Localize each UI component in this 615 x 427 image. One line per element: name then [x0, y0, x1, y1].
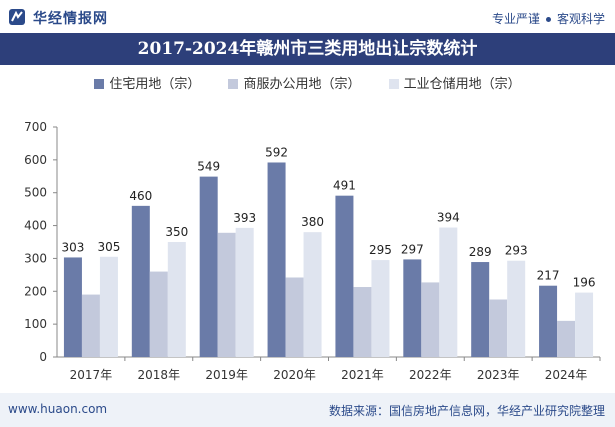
data-label: 196 [573, 276, 596, 290]
data-label: 295 [369, 243, 392, 257]
data-label: 394 [437, 211, 460, 225]
bar-industrial [235, 227, 254, 357]
bar-residential [267, 162, 286, 357]
bar-industrial [371, 260, 390, 357]
bar-industrial [99, 256, 118, 357]
y-tick-label: 600 [24, 153, 47, 167]
data-label: 491 [333, 179, 356, 193]
bar-industrial [167, 242, 186, 357]
x-tick-label: 2024年 [545, 368, 588, 382]
footer: www.huaon.com 数据来源：国信房地产信息网，华经产业研究院整理 [0, 393, 615, 427]
data-label: 289 [469, 245, 492, 259]
bar-industrial [507, 260, 526, 357]
bar-commercial [489, 299, 508, 357]
bar-commercial [285, 277, 304, 357]
x-tick-label: 2020年 [273, 368, 316, 382]
bar-commercial [421, 282, 440, 357]
y-tick-label: 100 [24, 317, 47, 331]
y-tick-label: 300 [24, 251, 47, 265]
data-label: 393 [233, 211, 256, 225]
tagline-right: 客观科学 [556, 12, 605, 26]
bar-chart: 0 100 200 300 400 500 600 700 303 305 2017年 460 350 2… [24, 120, 601, 382]
data-label: 350 [165, 225, 188, 239]
y-tick-label: 0 [39, 350, 47, 364]
y-tick-label: 700 [24, 120, 47, 134]
brand-logo-icon [9, 9, 25, 25]
tagline-dot-icon [545, 17, 551, 22]
title-bar: 2017-2024年赣州市三类用地出让宗数统计 [0, 33, 615, 65]
tagline: 专业严谨 客观科学 [492, 10, 605, 27]
legend-label-industrial: 工业仓储用地（宗） [403, 77, 521, 92]
y-tick-label: 200 [24, 284, 47, 298]
chart-legend: 住宅用地（宗） 商服办公用地（宗） 工业仓储用地（宗） [0, 73, 615, 92]
data-label: 293 [505, 244, 528, 258]
data-label: 592 [265, 145, 288, 159]
bar-residential [471, 262, 490, 357]
bar-commercial [81, 294, 100, 357]
bar-commercial [149, 271, 168, 357]
bar-residential [539, 285, 558, 357]
bar-commercial [353, 287, 372, 357]
chart-title: 2017-2024年赣州市三类用地出让宗数统计 [137, 39, 478, 59]
data-label: 305 [97, 240, 120, 254]
y-tick-label: 400 [24, 219, 47, 233]
x-tick-label: 2017年 [70, 368, 113, 382]
tagline-left: 专业严谨 [491, 12, 540, 26]
legend-item-commercial: 商服办公用地（宗） [228, 73, 361, 92]
bar-industrial [303, 232, 322, 357]
bar-commercial [217, 232, 236, 357]
brand-name[interactable]: 华经情报网 [33, 11, 108, 27]
y-tick-label: 500 [24, 186, 47, 200]
top-bar: 华经情报网 专业严谨 客观科学 [0, 0, 615, 33]
x-tick-label: 2022年 [409, 368, 452, 382]
data-label: 549 [197, 160, 220, 174]
footer-source: 数据来源：国信房地产信息网，华经产业研究院整理 [328, 404, 605, 418]
bar-residential [199, 176, 218, 357]
legend-swatch-residential [94, 79, 105, 89]
x-tick-label: 2023年 [477, 368, 520, 382]
legend-item-residential: 住宅用地（宗） [94, 73, 200, 92]
bar-commercial [557, 320, 576, 357]
legend-label-residential: 住宅用地（宗） [109, 77, 201, 92]
data-label: 460 [129, 189, 152, 203]
data-label: 303 [61, 240, 84, 254]
data-label: 217 [537, 269, 560, 283]
data-label: 380 [301, 215, 324, 229]
x-tick-label: 2021年 [341, 368, 384, 382]
data-label: 297 [401, 242, 424, 256]
x-tick-label: 2019年 [205, 368, 248, 382]
legend-item-industrial: 工业仓储用地（宗） [388, 73, 521, 92]
bar-residential [403, 259, 422, 357]
footer-url[interactable]: www.huaon.com [8, 402, 108, 416]
x-tick-label: 2018年 [138, 368, 181, 382]
bar-industrial [575, 292, 594, 357]
bar-residential [335, 195, 354, 357]
legend-swatch-commercial [228, 79, 239, 89]
bar-industrial [439, 227, 458, 357]
legend-label-commercial: 商服办公用地（宗） [243, 77, 361, 92]
bar-residential [131, 205, 150, 357]
bar-residential [63, 257, 82, 357]
legend-swatch-industrial [388, 79, 399, 89]
